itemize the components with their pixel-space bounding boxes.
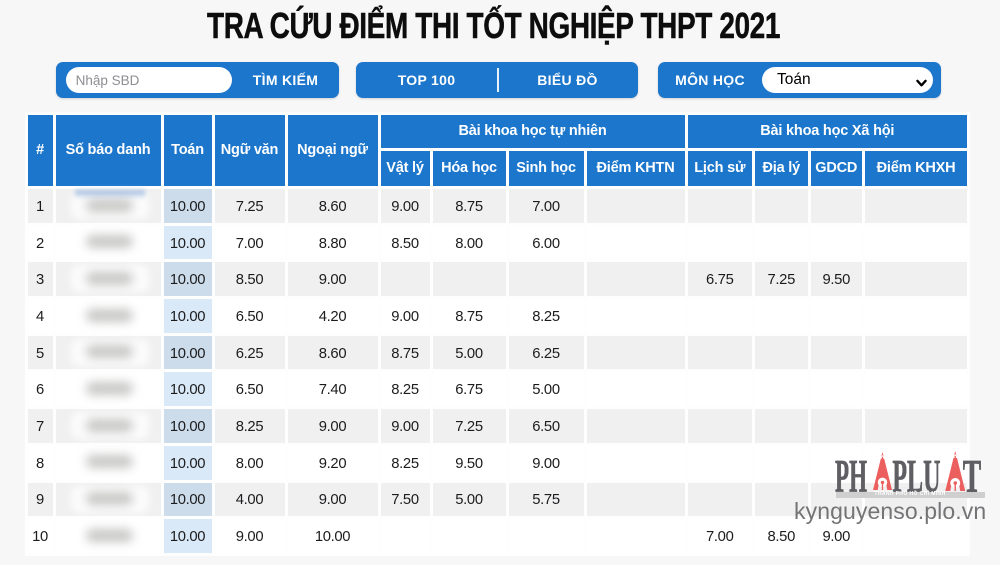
svg-text:T: T: [963, 450, 981, 494]
svg-text:PLU: PLU: [892, 450, 940, 494]
svg-text:PH: PH: [835, 450, 867, 494]
